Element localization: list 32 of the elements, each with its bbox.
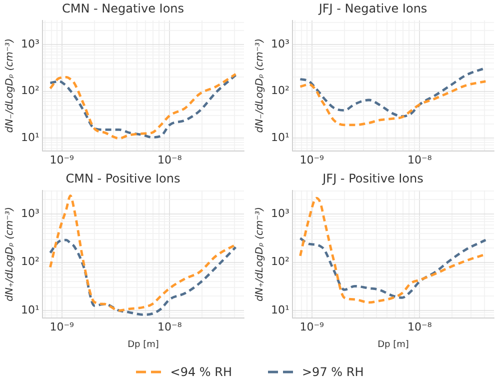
y-axis-title: dN₊/dLogDₚ (cm⁻³): [4, 207, 16, 302]
x-tick-label: 10⁻⁹: [300, 320, 324, 334]
x-tick-label: 10⁻⁸: [158, 153, 182, 166]
y-tick-label: 10¹: [270, 130, 290, 144]
y-tick-label: 10¹: [270, 303, 290, 316]
chart-title: CMN - Positive Ions: [66, 171, 180, 186]
y-tick-label: 10¹: [20, 303, 40, 316]
x-tick-label: 10⁻⁹: [300, 153, 324, 166]
x-tick-label: 10⁻⁸: [158, 320, 182, 334]
legend-label: <94 % RH: [170, 365, 232, 379]
x-tick-label: 10⁻⁹: [50, 153, 74, 166]
legend-label: >97 % RH: [302, 365, 364, 379]
y-tick-label: 10³: [270, 37, 290, 50]
y-axis-title: dN₋/dLogDₚ (cm⁻³): [4, 38, 16, 133]
x-axis-title: Dp [m]: [378, 340, 409, 350]
y-tick-label: 10³: [20, 37, 40, 50]
y-axis-title: dN₋/dLogDₚ (cm⁻³): [254, 38, 266, 133]
y-axis-title: dN₊/dLogDₚ (cm⁻³): [254, 207, 266, 302]
y-tick-label: 10¹: [20, 130, 40, 144]
y-tick-label: 10²: [20, 84, 40, 98]
y-tick-label: 10²: [20, 255, 40, 268]
chart-title: CMN - Negative Ions: [62, 1, 184, 16]
chart-title: JFJ - Positive Ions: [322, 171, 424, 186]
y-tick-label: 10²: [270, 84, 290, 98]
x-axis-title: Dp [m]: [128, 340, 159, 350]
x-tick-label: 10⁻⁹: [50, 320, 74, 334]
y-tick-label: 10³: [270, 206, 290, 220]
y-tick-label: 10³: [20, 206, 40, 220]
y-tick-label: 10²: [270, 255, 290, 268]
x-tick-label: 10⁻⁸: [408, 153, 432, 166]
x-tick-label: 10⁻⁸: [408, 320, 432, 334]
chart-title: JFJ - Negative Ions: [318, 1, 428, 16]
